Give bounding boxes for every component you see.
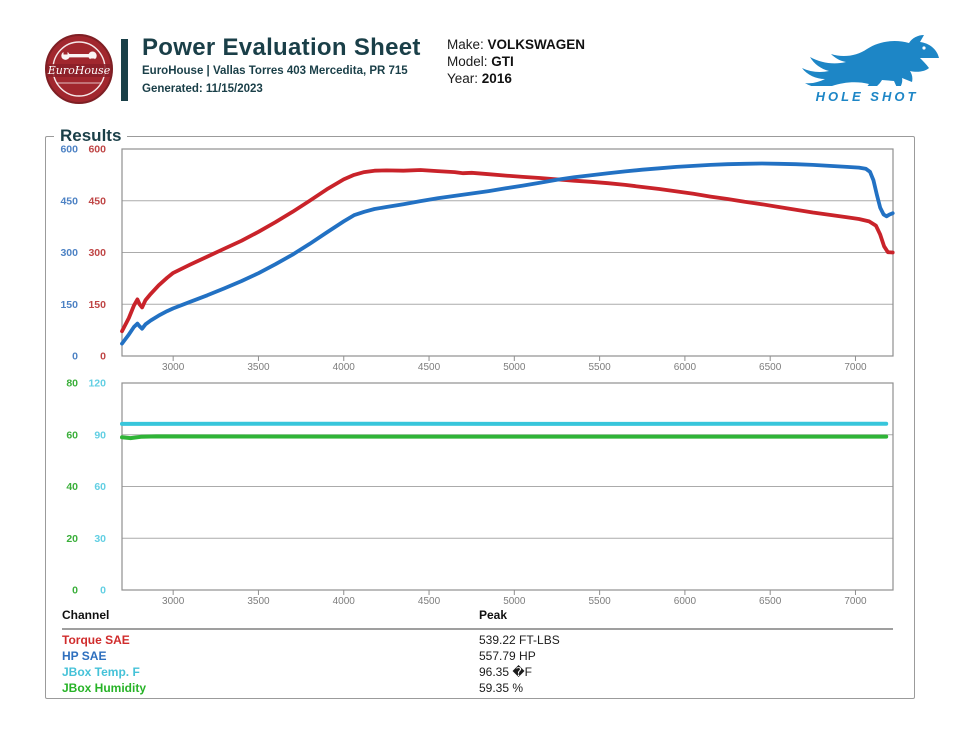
table-header-channel: Channel (62, 608, 110, 622)
table-header-peak: Peak (479, 608, 508, 622)
peak-value: 557.79 HP (479, 649, 536, 663)
channel-name: JBox Humidity (62, 681, 147, 695)
table-row: JBox Humidity 59.35 % (0, 681, 960, 697)
shop-address: EuroHouse | Vallas Torres 403 Mercedita,… (142, 65, 408, 77)
peak-value: 539.22 FT-LBS (479, 633, 560, 647)
accent-bar (121, 39, 128, 101)
eurohouse-logo: EuroHouse (45, 34, 113, 104)
vehicle-model: Model: GTI (447, 54, 514, 69)
vehicle-make: Make: VOLKSWAGEN (447, 37, 586, 52)
table-row: JBox Temp. F 96.35 �F (0, 665, 960, 681)
vehicle-year: Year: 2016 (447, 71, 512, 86)
wrench-icon (61, 50, 97, 63)
vehicle-info: Make: VOLKSWAGEN Model: GTI Year: 2016 (447, 36, 585, 87)
page-title: Power Evaluation Sheet (142, 34, 421, 61)
channel-name: Torque SAE (62, 633, 130, 647)
brand-text: HOLE SHOT (815, 89, 919, 104)
channel-name: HP SAE (62, 649, 107, 663)
peak-value: 96.35 �F (479, 665, 532, 679)
peak-value: 59.35 % (479, 681, 524, 695)
table-header-rule (62, 628, 893, 630)
results-section: Results (45, 126, 915, 699)
horse-icon (802, 35, 939, 92)
logo-script-text: EuroHouse (47, 64, 111, 77)
channel-name: JBox Temp. F (62, 665, 140, 679)
table-row: HP SAE 557.79 HP (0, 649, 960, 665)
hole-shot-logo: HOLE SHOT (788, 26, 946, 104)
generated-date: Generated: 11/15/2023 (142, 83, 263, 95)
table-row: Torque SAE 539.22 FT-LBS (0, 633, 960, 649)
results-legend: Results (60, 126, 122, 145)
